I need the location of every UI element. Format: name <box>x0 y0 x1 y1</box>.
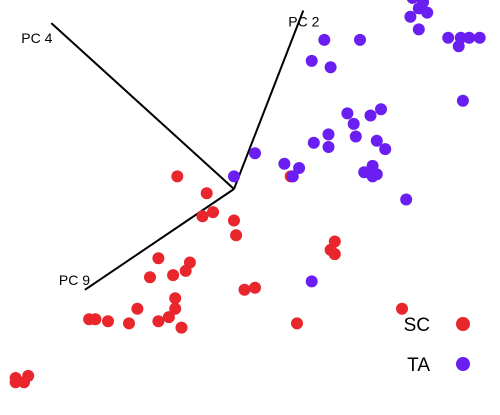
point-ta <box>305 275 318 288</box>
point-sc <box>144 271 156 284</box>
point-ta <box>370 134 383 147</box>
point-ta <box>307 136 320 149</box>
point-sc <box>171 170 184 183</box>
point-sc <box>200 187 213 200</box>
point-sc <box>179 264 192 277</box>
point-ta <box>286 170 299 183</box>
point-ta <box>249 147 261 160</box>
point-ta <box>417 0 429 9</box>
point-ta <box>400 193 413 206</box>
point-ta <box>421 6 434 19</box>
axis-line-pc2 <box>233 10 305 190</box>
point-ta <box>228 170 240 183</box>
point-ta <box>463 31 476 44</box>
legend: SC TA <box>404 315 470 376</box>
point-ta <box>322 128 335 141</box>
point-sc <box>162 311 175 324</box>
legend-label-sc: SC <box>404 315 430 336</box>
point-ta <box>364 109 377 122</box>
point-sc <box>22 369 35 382</box>
point-ta <box>318 33 331 46</box>
point-sc <box>131 302 144 315</box>
point-ta <box>375 103 387 116</box>
axis-label-pc4: PC 4 <box>21 30 52 46</box>
point-sc <box>396 302 408 315</box>
point-ta <box>366 159 379 172</box>
point-ta <box>354 33 366 46</box>
point-ta <box>454 31 467 44</box>
point-sc <box>102 315 114 328</box>
point-sc <box>152 252 165 265</box>
point-sc <box>169 292 182 305</box>
axis-line-pc4 <box>50 22 235 190</box>
point-ta <box>349 130 362 143</box>
point-ta <box>278 157 291 170</box>
point-sc <box>152 315 165 328</box>
point-sc <box>228 214 240 227</box>
point-sc <box>291 317 303 330</box>
point-sc <box>9 376 22 389</box>
legend-marker-ta <box>456 357 470 371</box>
point-ta <box>293 162 306 174</box>
point-ta <box>406 0 419 4</box>
point-ta <box>305 54 318 67</box>
legend-marker-sc <box>456 317 470 331</box>
point-ta <box>442 31 455 44</box>
point-sc <box>328 235 341 248</box>
point-ta <box>341 107 354 120</box>
point-sc <box>238 283 251 296</box>
point-ta <box>412 23 425 36</box>
data-points <box>9 0 486 389</box>
point-ta <box>324 61 337 74</box>
axis-label-pc9: PC 9 <box>59 272 90 288</box>
point-ta <box>379 143 392 156</box>
loading-axes: PC 9 PC 4 PC 2 <box>21 10 320 291</box>
point-sc <box>89 313 102 326</box>
point-sc <box>175 321 188 334</box>
point-sc <box>196 210 209 223</box>
point-sc <box>230 229 243 242</box>
point-sc <box>249 281 261 294</box>
axis-label-pc2: PC 2 <box>288 14 319 30</box>
point-ta <box>404 10 417 23</box>
legend-label-ta: TA <box>407 355 430 376</box>
point-sc <box>207 206 219 219</box>
point-ta <box>473 31 486 44</box>
point-ta <box>347 117 360 130</box>
point-ta <box>456 94 469 107</box>
axis-line-pc9 <box>84 188 235 291</box>
point-sc <box>123 317 135 330</box>
point-sc <box>167 269 180 282</box>
point-sc <box>169 302 182 315</box>
point-ta <box>322 141 335 153</box>
